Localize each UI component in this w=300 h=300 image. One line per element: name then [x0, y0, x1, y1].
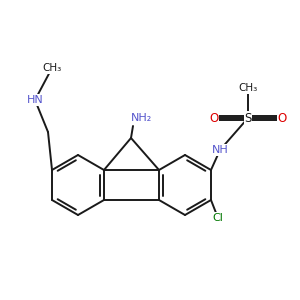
Text: S: S: [244, 112, 252, 124]
Text: O: O: [278, 112, 286, 124]
Text: HN: HN: [27, 95, 44, 105]
Text: CH₃: CH₃: [238, 83, 258, 93]
Text: NH: NH: [212, 145, 228, 155]
Text: CH₃: CH₃: [42, 63, 62, 73]
Text: NH₂: NH₂: [130, 113, 152, 123]
Text: O: O: [209, 112, 219, 124]
Text: Cl: Cl: [213, 213, 224, 223]
